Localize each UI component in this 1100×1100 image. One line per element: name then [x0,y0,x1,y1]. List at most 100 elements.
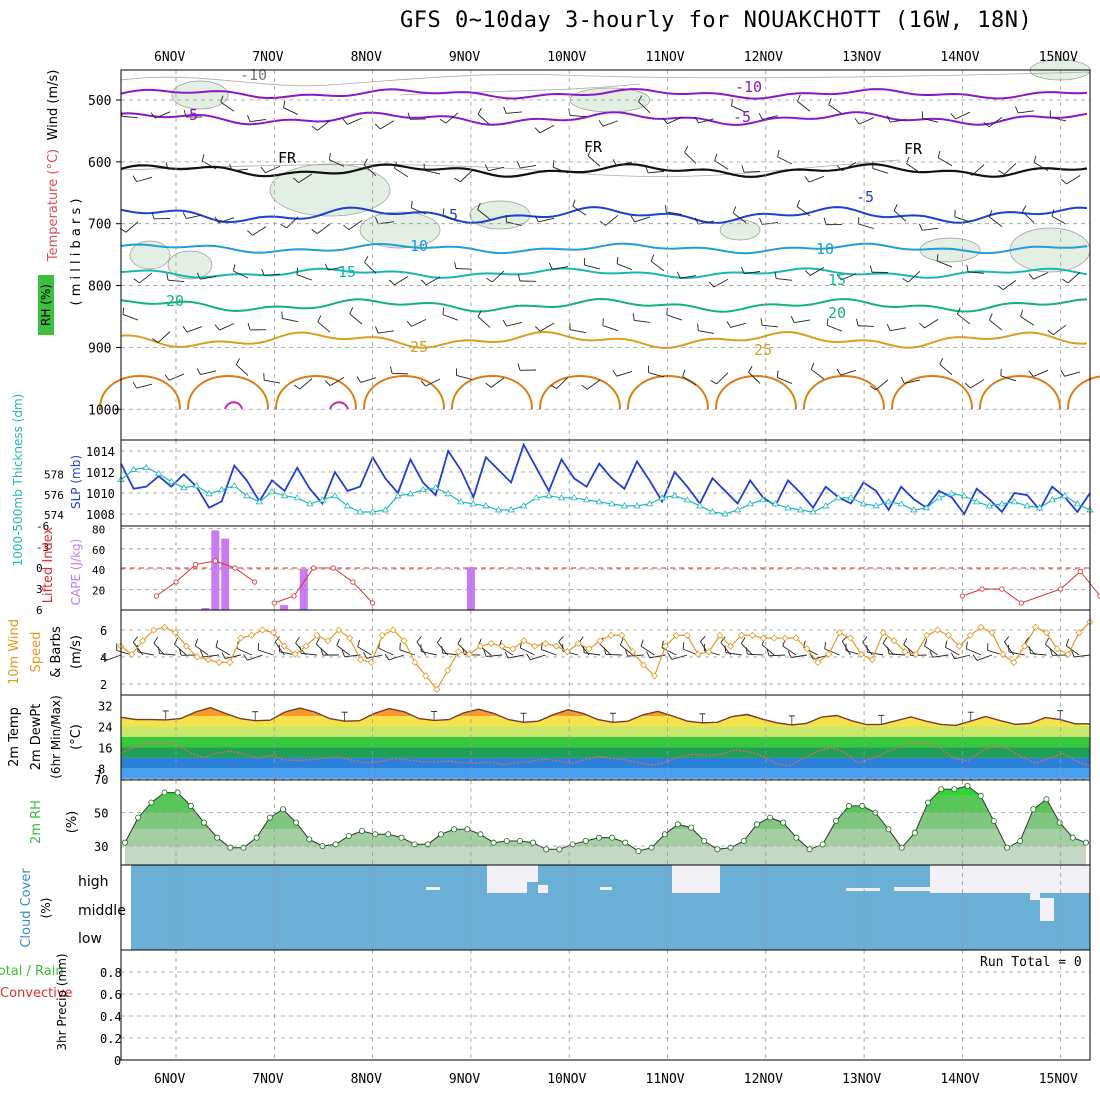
date-label-bottom: 8NOV [351,1072,382,1087]
wind-barb [477,316,491,328]
rh-marker [780,819,787,826]
wind-speed-marker [128,650,136,658]
wind-barb-feather [939,357,944,365]
wind-barb [235,364,249,376]
wind-barb [459,170,473,183]
wind-barb [136,176,153,183]
thickness-marker [507,506,515,513]
wind-barb [872,167,889,174]
wind-barb [667,116,683,125]
wind-barb [411,318,427,327]
surface-wind-barb [584,652,601,656]
wind-speed-marker [890,637,898,645]
wind-barb [744,271,761,275]
wind-barb-feather [988,210,993,218]
thickness-line [120,466,1091,515]
wind-speed-marker [204,656,212,664]
wind-barb [506,321,523,327]
surface-wind-barb [976,654,993,661]
thickness-marker [947,490,956,497]
surface-wind-barb [782,645,797,656]
wind-barb [220,101,235,112]
surface-wind-barb [203,654,220,658]
wind-barb-feather [516,161,521,169]
wind-barb-feather [374,123,381,130]
wind-barb [1022,211,1035,224]
precip-tick-label: 0.4 [100,1010,122,1024]
surface-wind-barb-feather [1028,646,1031,654]
wind-barb [970,379,985,389]
wind-speed-marker [640,661,648,669]
wind-barb [364,262,377,274]
rh-marker [490,839,497,846]
wind-barb-feather [1062,278,1069,284]
thickness-marker [1023,502,1031,509]
wind-speed-marker [759,634,767,642]
wind-barb [808,175,825,183]
surface-wind-barb-feather [603,647,607,655]
wind-barb [890,119,907,123]
wind-speed-marker [901,648,909,656]
temp-line [120,706,1090,727]
wind-barb-feather [247,230,253,236]
rh-marker [358,827,365,834]
cape-li-panel: 80 60 40 20 -6 -3 0 3 6 [36,520,1100,617]
wind-speed-marker [792,634,800,642]
thickness-marker [985,502,994,509]
surface-wind-barb [1008,651,1025,656]
li-tick-label: 0 [36,562,43,575]
wind-speed-marker [738,631,746,639]
li-line [156,560,255,597]
wind-barb [347,117,363,125]
thickness-marker [331,492,339,499]
surface-wind-barb [236,648,252,656]
wind-barb-feather [247,115,251,122]
rh-contour [120,71,1091,87]
rh-marker [477,831,484,838]
wind-barb-feather [665,204,667,213]
wind-barb-feather [517,274,521,282]
wind-barb-feather [324,380,331,386]
wind-barb [329,159,345,167]
wind-barb [540,322,555,332]
wind-barb [570,114,587,118]
surface-wind-barb-feather [384,653,390,661]
freezing-level [120,163,1088,179]
wind-barb [1000,375,1017,382]
thickness-marker [834,494,843,501]
surface-wind-barb-feather [295,636,300,644]
thickness-marker [532,494,540,501]
wind-barb-feather [598,120,604,127]
surface-wind-barb-feather [724,645,727,653]
date-label-bottom: 6NOV [154,1072,185,1087]
wind-barb [157,331,171,343]
wind-speed-marker [520,637,528,645]
temp-contour-20 [120,297,1088,313]
wind-barb [425,276,441,286]
thickness-marker [671,492,679,499]
li-tick-label: 6 [36,604,43,617]
axis-label-wind-2: Speed [29,632,44,673]
wind-barb-feather [324,263,329,271]
wind-barb-feather [732,206,737,214]
wind-barb-feather [760,318,763,326]
surface-wind-barb [378,647,394,656]
thickness-marker [318,496,327,503]
wind-barb [317,120,331,131]
surface-wind-barb [258,649,274,656]
surface-wind-barb [954,654,971,660]
wind-barb-feather [280,224,287,229]
surface-wind-barb [888,653,905,656]
wind-barb [648,372,665,378]
wind-barb [456,374,473,380]
thickness-marker [973,498,981,505]
wind-barb [634,216,651,223]
wind-barb-feather [166,273,169,281]
wind-barb [1002,280,1017,291]
rh-marker [200,819,207,826]
surface-wind-barb-feather [174,637,179,645]
rh-marker [516,837,523,844]
wind-barb [169,373,185,381]
cloud-gap [846,888,880,891]
wind-speed-marker [803,645,811,653]
